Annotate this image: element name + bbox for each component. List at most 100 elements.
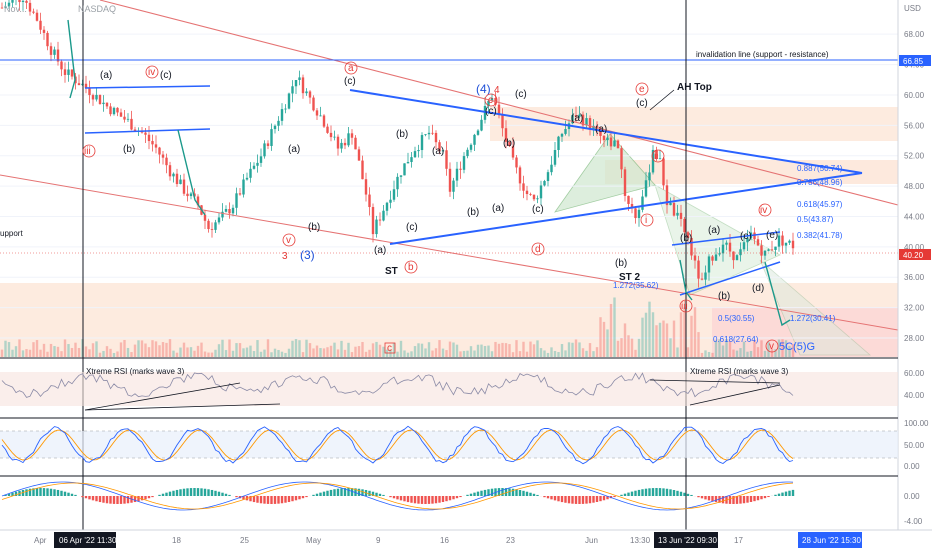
volume-bar (434, 348, 438, 357)
macd-bar (84, 496, 88, 499)
volume-bar (672, 320, 676, 357)
macd-bar (326, 490, 329, 496)
volume-bar (690, 315, 693, 357)
volume-bar (207, 352, 210, 357)
macd-bar (277, 496, 280, 504)
volume-bar (137, 340, 140, 357)
volume-bar (18, 339, 21, 357)
macd-bar (420, 496, 424, 504)
volume-bar (11, 349, 14, 357)
volume-bar (95, 341, 98, 357)
price-axis[interactable] (898, 0, 932, 530)
volume-bar (123, 339, 126, 357)
volume-bar (333, 342, 336, 357)
volume-bar (336, 349, 340, 357)
wave-label: iii (84, 146, 91, 157)
candle-body (70, 69, 74, 77)
candle-body (728, 242, 732, 252)
candle-body (382, 210, 385, 221)
candle-body (347, 133, 350, 146)
volume-bar (476, 344, 480, 357)
candle-body (490, 98, 494, 101)
macd-bar (361, 489, 364, 496)
candle-body (518, 167, 522, 184)
macd-bar (389, 496, 392, 498)
candle-body (676, 212, 679, 216)
volume-bar (280, 351, 284, 357)
volume-bar (620, 338, 623, 357)
macd-bar (564, 496, 567, 503)
candle-body (130, 118, 133, 130)
candle-body (406, 162, 410, 164)
volume-bar (238, 343, 242, 357)
volume-bar (546, 352, 550, 357)
rsi-line (1, 372, 794, 398)
candle-body (291, 86, 294, 94)
macd-bar (704, 496, 707, 500)
macd-bar (511, 488, 515, 496)
candle-body (256, 162, 259, 166)
candle-body (469, 144, 473, 150)
macd-bar (340, 488, 343, 496)
macd-bar (140, 496, 144, 501)
macd-bar (707, 496, 711, 501)
volume-bar (203, 351, 207, 357)
macd-bar (392, 496, 396, 499)
candle-body (196, 196, 200, 206)
macd-bar (536, 494, 539, 496)
macd-bar (294, 496, 298, 501)
wave-label: (c) (532, 204, 544, 215)
wave-box (384, 342, 396, 354)
y-tick: 28.00 (904, 334, 925, 343)
rsi-label: Xtreme RSI (marks wave 3) (86, 367, 185, 376)
volume-bar (109, 348, 112, 357)
volume-bar (284, 352, 287, 357)
time-axis[interactable] (0, 530, 932, 550)
candle-body (109, 106, 112, 115)
volume-bar (193, 350, 196, 357)
volume-bar (151, 340, 154, 357)
volume-bar (578, 342, 581, 357)
candle-body (56, 49, 60, 62)
volume-bar (791, 344, 795, 357)
candle-body (259, 156, 263, 163)
candle-body (242, 179, 245, 195)
volume-bar (452, 342, 455, 357)
stoch-d-line (1, 429, 794, 461)
wave-circle (484, 93, 498, 107)
volume-bar (536, 340, 539, 357)
candle-body (35, 12, 39, 21)
volume-bar (119, 342, 123, 357)
volume-bar (760, 340, 763, 357)
current-price-tag (899, 249, 931, 260)
candle-body (91, 95, 95, 100)
macd-bar (112, 496, 116, 504)
macd-bar (683, 492, 686, 496)
macd-bar (70, 493, 74, 496)
candle-body (651, 149, 655, 173)
macd-bar (529, 492, 532, 496)
candle-body (18, 0, 21, 3)
y-tick: 56.00 (904, 121, 925, 130)
macd-bar (319, 492, 322, 496)
macd-bar (336, 488, 340, 496)
volume-bar (522, 341, 525, 357)
wave-circle (765, 339, 779, 353)
candle-body (459, 168, 462, 170)
candle-body (630, 203, 634, 209)
volume-bar (767, 341, 770, 357)
candle-body (613, 140, 616, 147)
macd-bar (403, 496, 406, 502)
candle-body (235, 193, 238, 208)
macd-bar (490, 488, 494, 496)
volume-bar (399, 340, 403, 357)
macd-bar (287, 496, 291, 503)
volume-bar (161, 342, 165, 357)
macd-bar (578, 496, 581, 504)
rsi-label: Xtreme RSI (marks wave 3) (690, 367, 789, 376)
candle-body (557, 136, 560, 151)
macd-bar (613, 496, 616, 498)
macd-bar (546, 496, 550, 499)
macd-bar (270, 496, 273, 504)
